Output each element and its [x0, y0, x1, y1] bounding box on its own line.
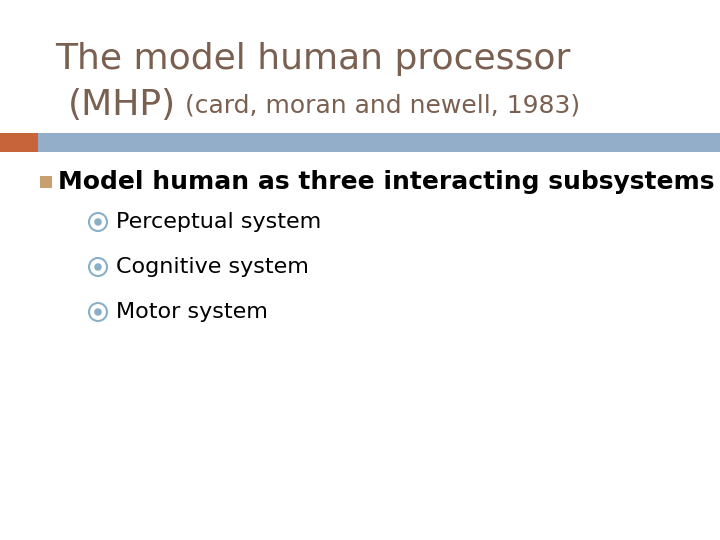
Circle shape	[89, 303, 107, 321]
FancyBboxPatch shape	[0, 133, 38, 152]
Text: (MHP): (MHP)	[68, 88, 176, 122]
Text: The model human processor: The model human processor	[55, 42, 570, 76]
Text: Cognitive system: Cognitive system	[116, 257, 309, 277]
FancyBboxPatch shape	[40, 176, 52, 188]
Text: Motor system: Motor system	[116, 302, 268, 322]
Circle shape	[94, 263, 102, 271]
Circle shape	[94, 308, 102, 316]
Circle shape	[89, 258, 107, 276]
Circle shape	[89, 213, 107, 231]
FancyBboxPatch shape	[38, 133, 720, 152]
Text: (card, moran and newell, 1983): (card, moran and newell, 1983)	[185, 93, 580, 117]
Text: Perceptual system: Perceptual system	[116, 212, 321, 232]
Text: Model human as three interacting subsystems: Model human as three interacting subsyst…	[58, 170, 714, 194]
Circle shape	[94, 218, 102, 226]
